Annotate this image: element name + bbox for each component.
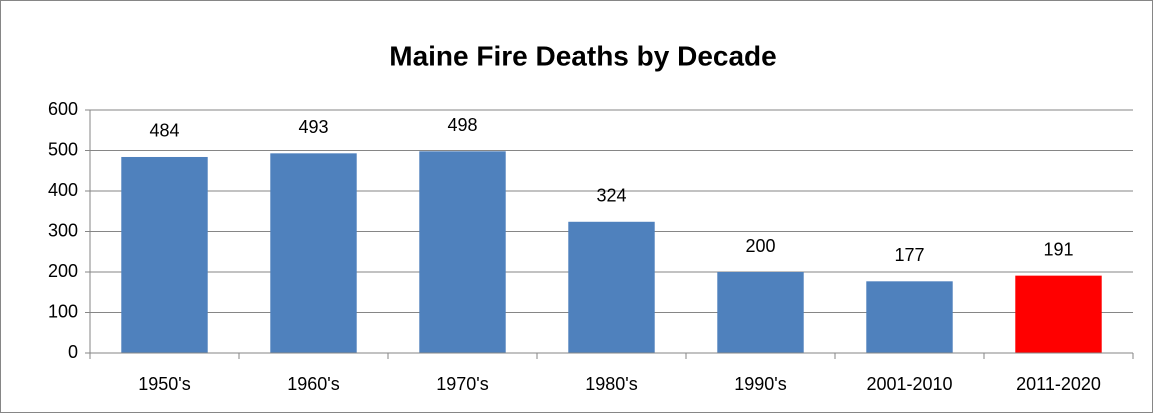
x-tick-label: 1980's (585, 374, 637, 394)
bar (717, 272, 804, 353)
y-tick-label: 600 (48, 99, 78, 119)
x-tick-label: 1950's (138, 374, 190, 394)
x-tick-label: 2001-2010 (866, 374, 952, 394)
bar (270, 153, 357, 353)
x-tick-label: 2011-2020 (1016, 374, 1101, 394)
data-label: 177 (894, 245, 924, 265)
data-label: 324 (596, 186, 626, 206)
x-tick-label: 1960's (287, 374, 339, 394)
chart-title: Maine Fire Deaths by Decade (389, 40, 776, 71)
data-label: 484 (149, 121, 179, 141)
y-tick-label: 100 (48, 301, 78, 321)
x-tick-label: 1970's (436, 374, 488, 394)
bar (866, 281, 953, 353)
data-label: 498 (447, 115, 477, 135)
x-tick-label: 1990's (734, 374, 786, 394)
y-tick-label: 200 (48, 261, 78, 281)
y-tick-label: 300 (48, 220, 78, 240)
data-label: 191 (1043, 239, 1073, 259)
y-tick-label: 0 (68, 342, 78, 362)
data-label: 493 (298, 117, 328, 137)
y-tick-label: 400 (48, 180, 78, 200)
bar (419, 151, 506, 353)
bar (1015, 275, 1102, 353)
bar (121, 156, 208, 353)
y-tick-label: 500 (48, 139, 78, 159)
bar (568, 221, 655, 353)
data-label: 200 (745, 236, 775, 256)
